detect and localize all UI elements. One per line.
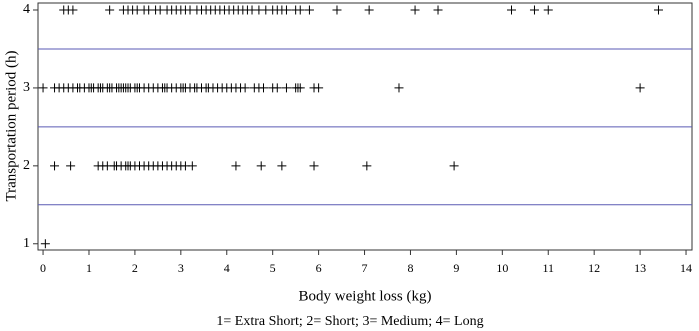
y-tick-label: 3 xyxy=(23,80,30,95)
data-point xyxy=(332,5,342,15)
x-tick-label: 3 xyxy=(178,261,184,275)
x-tick-label: 14 xyxy=(680,261,692,275)
data-point xyxy=(281,83,291,93)
caption: 1= Extra Short; 2= Short; 3= Medium; 4= … xyxy=(216,314,483,329)
data-point xyxy=(66,161,76,171)
x-tick-label: 7 xyxy=(362,261,368,275)
x-tick-label: 2 xyxy=(132,261,138,275)
x-tick-label: 8 xyxy=(407,261,413,275)
y-tick-label: 1 xyxy=(23,236,30,251)
data-point xyxy=(433,5,443,15)
data-point xyxy=(309,161,319,171)
x-tick-label: 10 xyxy=(496,261,508,275)
data-point xyxy=(256,161,266,171)
data-point xyxy=(364,5,374,15)
x-tick-label: 9 xyxy=(453,261,459,275)
y-tick-label: 4 xyxy=(23,2,30,17)
data-point xyxy=(259,83,269,93)
data-point xyxy=(635,83,645,93)
data-point xyxy=(529,5,539,15)
x-tick-label: 13 xyxy=(634,261,646,275)
data-point xyxy=(40,239,50,249)
data-point xyxy=(68,5,78,15)
data-point xyxy=(187,161,197,171)
x-tick-label: 5 xyxy=(270,261,276,275)
data-point xyxy=(240,83,250,93)
data-point xyxy=(277,161,287,171)
x-tick-label: 11 xyxy=(542,261,554,275)
data-point xyxy=(394,83,404,93)
data-point xyxy=(362,161,372,171)
data-point xyxy=(105,5,115,15)
data-point xyxy=(272,83,282,93)
data-point xyxy=(304,5,314,15)
data-point xyxy=(38,83,48,93)
data-point xyxy=(281,5,291,15)
data-point xyxy=(543,5,553,15)
x-tick-label: 1 xyxy=(86,261,92,275)
data-point xyxy=(231,161,241,171)
x-tick-label: 4 xyxy=(224,261,230,275)
data-point xyxy=(50,161,60,171)
x-axis-label: Body weight loss (kg) xyxy=(299,288,432,304)
x-tick-label: 12 xyxy=(588,261,600,275)
data-point xyxy=(295,83,305,93)
y-axis-label: Transportation period (h) xyxy=(3,50,19,201)
x-tick-label: 0 xyxy=(40,261,46,275)
data-point xyxy=(410,5,420,15)
x-tick-label: 6 xyxy=(316,261,322,275)
data-point xyxy=(449,161,459,171)
data-point xyxy=(314,83,324,93)
data-point xyxy=(295,5,305,15)
y-tick-label: 2 xyxy=(23,158,30,173)
data-point xyxy=(507,5,517,15)
data-point xyxy=(653,5,663,15)
